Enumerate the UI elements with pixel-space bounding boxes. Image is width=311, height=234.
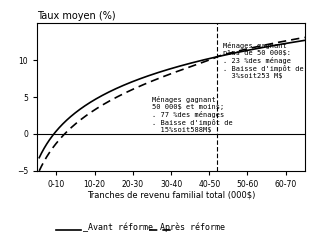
Text: Ménages gagnant
50 000$ et moins;
. 77 %des ménages
. Baisse d'impôt de
  15%soi: Ménages gagnant 50 000$ et moins; . 77 %… (152, 96, 233, 133)
Text: Après réforme: Après réforme (160, 222, 225, 232)
X-axis label: Tranches de revenu familial total (000$): Tranches de revenu familial total (000$) (87, 190, 255, 199)
Text: _Avant réforme: _Avant réforme (83, 222, 153, 232)
Text: Taux moyen (%): Taux moyen (%) (37, 11, 116, 21)
Text: Ménages gagnant
plus de 50 000$:
. 23 %des ménage
. Baisse d'impôt de
  3%soit25: Ménages gagnant plus de 50 000$: . 23 %d… (223, 42, 304, 79)
